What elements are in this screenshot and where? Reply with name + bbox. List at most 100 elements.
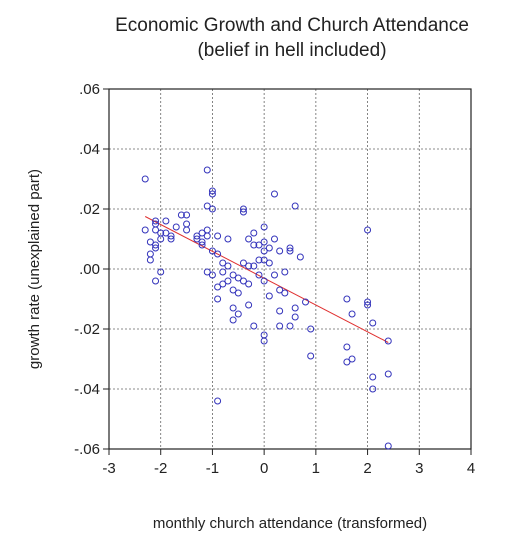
data-point: [245, 280, 253, 288]
data-point: [146, 238, 154, 246]
data-points: [141, 166, 392, 450]
data-point: [369, 385, 377, 393]
data-point: [384, 442, 392, 450]
data-point: [270, 271, 278, 279]
data-point: [193, 232, 201, 240]
data-point: [183, 226, 191, 234]
data-point: [224, 277, 232, 285]
data-point: [245, 262, 253, 270]
x-axis-label: monthly church attendance (transformed): [153, 515, 427, 532]
data-point: [384, 370, 392, 378]
data-point: [291, 304, 299, 312]
data-point: [208, 247, 216, 255]
y-axis-label: growth rate (unexplained part): [26, 169, 43, 369]
data-point: [172, 223, 180, 231]
data-point: [208, 205, 216, 213]
data-point: [219, 280, 227, 288]
data-point: [260, 337, 268, 345]
data-point: [250, 322, 258, 330]
data-point: [152, 244, 160, 252]
y-tick-label: -.02: [74, 321, 100, 338]
data-point: [203, 226, 211, 234]
data-point: [198, 229, 206, 237]
data-point: [208, 190, 216, 198]
axis-ticks: [103, 88, 472, 455]
data-point: [265, 244, 273, 252]
data-point: [260, 277, 268, 285]
data-point: [203, 202, 211, 210]
x-tick-label: 4: [467, 460, 475, 477]
data-point: [307, 352, 315, 360]
data-point: [369, 319, 377, 327]
data-point: [219, 259, 227, 267]
tick-labels: -3 -2 -1 0 1 2 3 4 -.06 -.04 -.02 .00 .02 .04 .06: [74, 81, 475, 477]
data-point: [203, 166, 211, 174]
chart-subtitle: (belief in hell included): [197, 40, 386, 61]
data-point: [229, 286, 237, 294]
data-point: [146, 256, 154, 264]
data-point: [343, 358, 351, 366]
data-point: [260, 256, 268, 264]
data-point: [291, 313, 299, 321]
y-tick-label: .02: [79, 201, 100, 218]
x-tick-label: 2: [363, 460, 371, 477]
data-point: [177, 211, 185, 219]
y-tick-label: -.04: [74, 381, 100, 398]
data-point: [281, 289, 289, 297]
data-point: [281, 268, 289, 276]
data-point: [364, 226, 372, 234]
data-point: [255, 241, 263, 249]
data-point: [307, 325, 315, 333]
data-point: [167, 235, 175, 243]
data-point: [250, 262, 258, 270]
data-point: [276, 307, 284, 315]
data-point: [193, 235, 201, 243]
grid: [109, 89, 471, 449]
data-point: [343, 343, 351, 351]
data-point: [286, 244, 294, 252]
data-point: [152, 217, 160, 225]
data-point: [260, 223, 268, 231]
data-point: [260, 247, 268, 255]
data-point: [224, 235, 232, 243]
data-point: [286, 247, 294, 255]
data-point: [157, 268, 165, 276]
data-point: [198, 241, 206, 249]
data-point: [369, 373, 377, 381]
data-point: [255, 271, 263, 279]
data-point: [152, 226, 160, 234]
data-point: [224, 262, 232, 270]
data-point: [265, 292, 273, 300]
data-point: [348, 310, 356, 318]
data-point: [296, 253, 304, 261]
data-point: [214, 283, 222, 291]
x-tick-label: -2: [154, 460, 167, 477]
x-tick-label: -1: [206, 460, 219, 477]
data-point: [167, 232, 175, 240]
y-tick-label: -.06: [74, 441, 100, 458]
data-point: [245, 235, 253, 243]
data-point: [183, 220, 191, 228]
data-point: [255, 256, 263, 264]
data-point: [208, 187, 216, 195]
x-tick-label: -3: [102, 460, 115, 477]
data-point: [265, 259, 273, 267]
data-point: [157, 235, 165, 243]
data-point: [208, 271, 216, 279]
data-point: [250, 229, 258, 237]
x-tick-label: 3: [415, 460, 423, 477]
data-point: [286, 322, 294, 330]
data-point: [229, 271, 237, 279]
data-point: [245, 301, 253, 309]
data-point: [214, 250, 222, 258]
y-tick-label: .04: [79, 141, 100, 158]
data-point: [214, 397, 222, 405]
data-point: [276, 322, 284, 330]
data-point: [162, 217, 170, 225]
data-point: [219, 268, 227, 276]
data-point: [276, 286, 284, 294]
data-point: [214, 295, 222, 303]
data-point: [276, 247, 284, 255]
data-point: [384, 337, 392, 345]
